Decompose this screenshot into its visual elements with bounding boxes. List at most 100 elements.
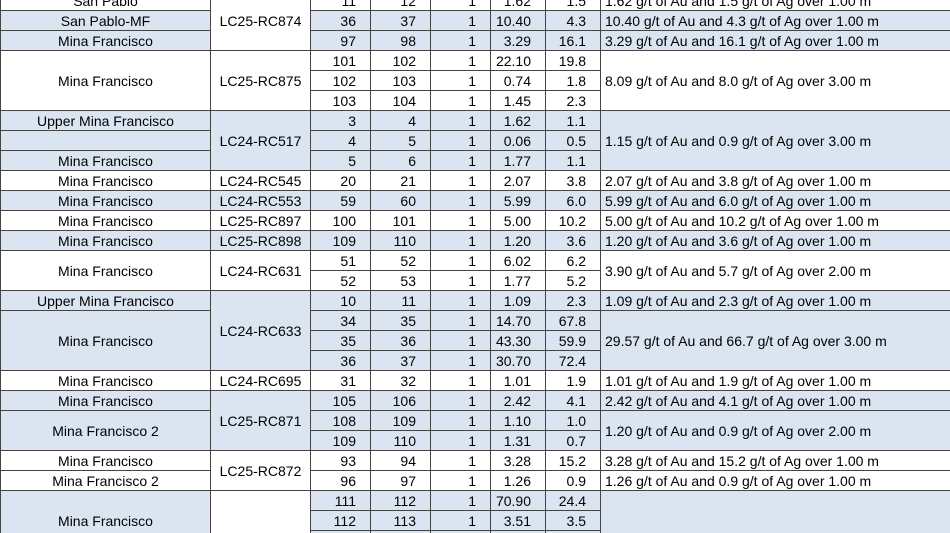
location-cell: Mina Francisco 2 xyxy=(0,470,211,491)
hole-cell: LC25-RC872 xyxy=(210,450,311,491)
from-cell: 105 xyxy=(310,390,371,411)
hole-cell xyxy=(210,490,311,533)
length-cell: 1 xyxy=(430,430,491,451)
to-cell: 106 xyxy=(370,390,431,411)
from-cell: 59 xyxy=(310,190,371,211)
au-cell: 1.62 xyxy=(490,110,546,131)
length-cell: 1 xyxy=(430,190,491,211)
from-cell: 109 xyxy=(310,430,371,451)
length-cell: 1 xyxy=(430,70,491,91)
au-cell: 1.26 xyxy=(490,470,546,491)
ag-cell: 3.6 xyxy=(545,230,601,251)
to-cell: 104 xyxy=(370,90,431,111)
description-cell: 5.00 g/t of Au and 10.2 g/t of Ag over 1… xyxy=(600,210,950,231)
au-cell: 0.74 xyxy=(490,70,546,91)
location-cell: Mina Francisco xyxy=(0,50,211,111)
to-cell: 110 xyxy=(370,430,431,451)
description-cell: 1.20 g/t of Au and 3.6 g/t of Ag over 1.… xyxy=(600,230,950,251)
location-cell xyxy=(0,130,211,151)
to-cell: 36 xyxy=(370,330,431,351)
length-cell: 1 xyxy=(430,230,491,251)
au-cell: 3.51 xyxy=(490,510,546,531)
to-cell: 37 xyxy=(370,350,431,371)
from-cell: 96 xyxy=(310,470,371,491)
location-cell: Mina Francisco xyxy=(0,170,211,191)
length-cell: 1 xyxy=(430,330,491,351)
location-cell: Mina Francisco xyxy=(0,250,211,291)
location-cell: Mina Francisco xyxy=(0,150,211,171)
from-cell: 97 xyxy=(310,30,371,51)
description-cell: 1.20 g/t of Au and 0.9 g/t of Ag over 2.… xyxy=(600,410,950,451)
to-cell: 102 xyxy=(370,50,431,71)
ag-cell: 15.2 xyxy=(545,450,601,471)
from-cell: 102 xyxy=(310,70,371,91)
from-cell: 52 xyxy=(310,270,371,291)
location-cell: Mina Francisco xyxy=(0,190,211,211)
to-cell: 113 xyxy=(370,510,431,531)
au-cell: 5.00 xyxy=(490,210,546,231)
from-cell: 36 xyxy=(310,350,371,371)
to-cell: 97 xyxy=(370,470,431,491)
ag-cell: 59.9 xyxy=(545,330,601,351)
ag-cell: 0.5 xyxy=(545,130,601,151)
ag-cell: 19.8 xyxy=(545,50,601,71)
ag-cell: 1.1 xyxy=(545,110,601,131)
au-cell: 5.99 xyxy=(490,190,546,211)
to-cell: 4 xyxy=(370,110,431,131)
ag-cell: 1.9 xyxy=(545,370,601,391)
length-cell: 1 xyxy=(430,490,491,511)
length-cell: 1 xyxy=(430,390,491,411)
from-cell: 93 xyxy=(310,450,371,471)
description-cell: 3.28 g/t of Au and 15.2 g/t of Ag over 1… xyxy=(600,450,950,471)
ag-cell: 1.1 xyxy=(545,150,601,171)
location-cell: Mina Francisco xyxy=(0,390,211,411)
hole-cell: LC24-RC545 xyxy=(210,170,311,191)
ag-cell: 67.8 xyxy=(545,310,601,331)
ag-cell: 1.0 xyxy=(545,410,601,431)
hole-cell: LC24-RC695 xyxy=(210,370,311,391)
to-cell: 35 xyxy=(370,310,431,331)
ag-cell: 72.4 xyxy=(545,350,601,371)
to-cell: 110 xyxy=(370,230,431,251)
location-cell: Mina Francisco 2 xyxy=(0,410,211,451)
location-cell: Mina Francisco xyxy=(0,310,211,371)
from-cell: 31 xyxy=(310,370,371,391)
length-cell: 1 xyxy=(430,90,491,111)
length-cell: 1 xyxy=(430,210,491,231)
to-cell: 5 xyxy=(370,130,431,151)
length-cell: 1 xyxy=(430,410,491,431)
ag-cell: 0.9 xyxy=(545,470,601,491)
to-cell: 98 xyxy=(370,30,431,51)
from-cell: 10 xyxy=(310,290,371,311)
from-cell: 36 xyxy=(310,10,371,31)
from-cell: 5 xyxy=(310,150,371,171)
length-cell: 1 xyxy=(430,150,491,171)
ag-cell: 24.4 xyxy=(545,490,601,511)
hole-cell: LC24-RC517 xyxy=(210,110,311,171)
ag-cell xyxy=(545,530,601,533)
au-cell: 10.40 xyxy=(490,10,546,31)
description-cell: 1.26 g/t of Au and 0.9 g/t of Ag over 1.… xyxy=(600,470,950,491)
to-cell: 32 xyxy=(370,370,431,391)
au-cell: 14.70 xyxy=(490,310,546,331)
length-cell: 1 xyxy=(430,350,491,371)
location-cell: Mina Francisco xyxy=(0,30,211,51)
ag-cell: 3.5 xyxy=(545,510,601,531)
au-cell: 0.06 xyxy=(490,130,546,151)
from-cell: 109 xyxy=(310,230,371,251)
from-cell: 4 xyxy=(310,130,371,151)
from-cell: 111 xyxy=(310,490,371,511)
au-cell: 2.42 xyxy=(490,390,546,411)
ag-cell: 2.3 xyxy=(545,90,601,111)
from-cell: 35 xyxy=(310,330,371,351)
hole-cell: LC25-RC898 xyxy=(210,230,311,251)
length-cell: 1 xyxy=(430,50,491,71)
description-cell: 2.42 g/t of Au and 4.1 g/t of Ag over 1.… xyxy=(600,390,950,411)
ag-cell: 0.7 xyxy=(545,430,601,451)
hole-cell: LC25-RC874 xyxy=(210,0,311,51)
length-cell: 1 xyxy=(430,170,491,191)
to-cell: 52 xyxy=(370,250,431,271)
description-cell xyxy=(600,490,950,533)
from-cell: 112 xyxy=(310,510,371,531)
